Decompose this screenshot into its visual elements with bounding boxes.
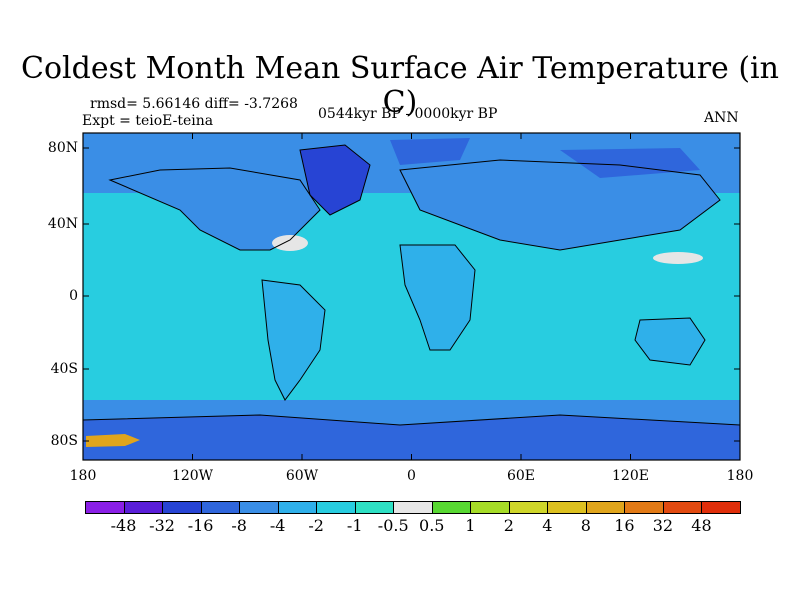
lon-tick-label: 180 [69, 468, 97, 484]
colorbar-swatch [547, 501, 587, 514]
ross-sea-hot-anomaly [86, 434, 140, 447]
colorbar-label: 0.5 [419, 516, 445, 535]
colorbar-swatch [162, 501, 202, 514]
atlantic-warm-anomaly [272, 235, 308, 251]
map-title: Coldest Month Mean Surface Air Temperatu… [21, 51, 779, 120]
colorbar-swatch [123, 501, 164, 514]
lat-tick-label: 40S [50, 361, 78, 377]
colorbar-label: -0.5 [377, 516, 409, 535]
colorbar-swatch [200, 501, 241, 514]
arctic-cold-patch [390, 138, 470, 165]
colorbar-swatch [277, 501, 318, 514]
greenland-cold [300, 145, 370, 215]
antarctica-cold [83, 415, 740, 460]
colorbar-swatch [354, 501, 395, 514]
coastlines [83, 144, 740, 426]
colorbar-swatch [585, 501, 626, 514]
antarctica-coast [83, 414, 740, 426]
colorbar-label: -48 [110, 516, 137, 535]
lat-tick-label: 80S [50, 433, 78, 449]
colorbar-label: 16 [614, 516, 635, 535]
colorbar-label: 48 [691, 516, 712, 535]
south-america-land [262, 280, 325, 400]
colorbar-label: -32 [149, 516, 175, 535]
colorbar-label: 1 [465, 516, 476, 535]
africa-coast [399, 244, 476, 351]
lon-tick-label: 120W [171, 468, 214, 484]
colorbar-swatch [701, 501, 741, 514]
colorbar-swatch [316, 501, 356, 514]
pacific-warm-anomaly [653, 252, 703, 264]
colorbar-label: -2 [308, 516, 324, 535]
colorbar-label: -4 [269, 516, 286, 535]
lat-tick-label: 0 [69, 288, 78, 304]
colorbar-label: -8 [231, 516, 247, 535]
season-label: ANN [704, 110, 739, 126]
eurasia-land [400, 160, 720, 250]
australia-land [635, 318, 705, 365]
lon-tick-label: 180 [726, 468, 754, 484]
colorbar-swatch [431, 501, 472, 514]
lon-tick-label: 120E [612, 468, 649, 484]
south-america-coast [261, 279, 326, 401]
lon-tick-label: 60E [506, 468, 536, 484]
stats-label: rmsd= 5.66146 diff= -3.7268 [90, 96, 298, 112]
experiment-label: Expt = teioE-teina [82, 113, 214, 129]
colorbar-label: 4 [542, 516, 553, 535]
greenland-coast [299, 144, 371, 216]
colorbar-label: 32 [652, 516, 674, 535]
colorbar-label: -1 [346, 516, 363, 535]
australia-coast [634, 317, 706, 366]
north-america-land [110, 168, 320, 250]
colorbar-swatch [393, 501, 433, 514]
africa-land [400, 245, 475, 350]
colorbar-label: -16 [187, 516, 214, 535]
lat-tick-label: 80N [47, 140, 78, 156]
colorbar-swatch [239, 501, 279, 514]
colorbar-swatch [662, 501, 703, 514]
colorbar-swatch [470, 501, 510, 514]
colorbar-swatch [508, 501, 549, 514]
lon-tick-label: 60W [285, 468, 319, 484]
colorbar-swatch [624, 501, 664, 514]
lat-tick-label: 40N [47, 216, 78, 232]
period-label: 0544kyr BP - 0000kyr BP [318, 106, 498, 122]
colorbar-label: 8 [580, 516, 591, 535]
north-america-coast [108, 167, 321, 251]
colorbar-swatch [85, 501, 125, 514]
lon-tick-label: 0 [407, 468, 416, 484]
colorbar-label: 2 [503, 516, 514, 535]
tick-marks [82, 133, 741, 460]
eurasia-coast [399, 159, 721, 251]
